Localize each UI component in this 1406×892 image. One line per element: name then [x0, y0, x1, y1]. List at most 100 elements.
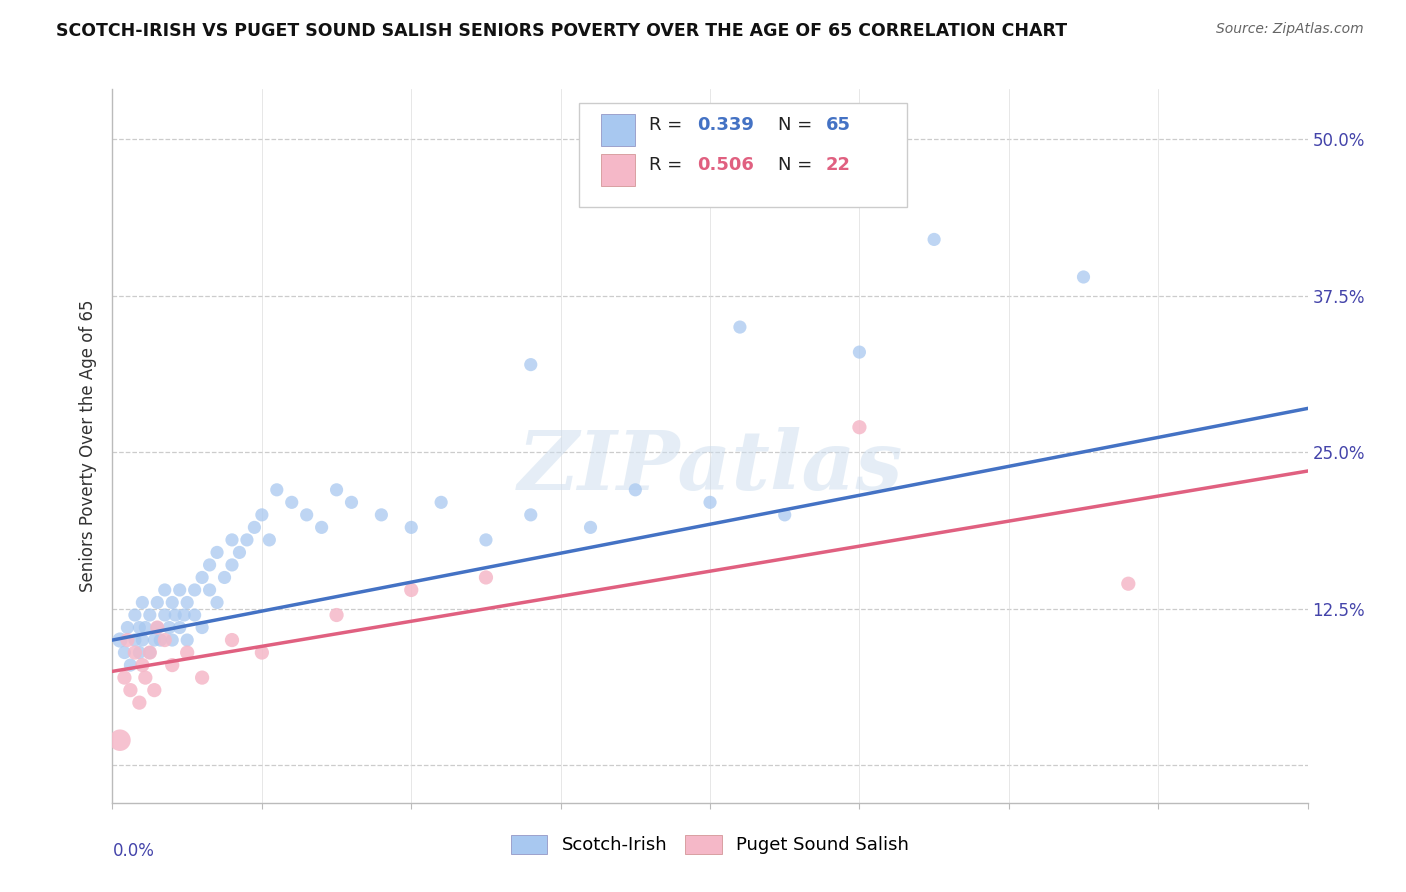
Point [370, 508, 392, 522]
Point [250, 508, 273, 522]
Point [128, 696, 150, 710]
Point [165, 607, 187, 622]
Point [848, 420, 870, 434]
Point [295, 508, 318, 522]
Point [205, 545, 228, 559]
Point [139, 646, 162, 660]
Point [128, 646, 150, 660]
Point [124, 633, 146, 648]
Point [520, 508, 543, 522]
Point [401, 582, 423, 597]
Point [108, 633, 131, 648]
Point [176, 595, 198, 609]
Point [134, 621, 156, 635]
Point [124, 607, 146, 622]
Point [131, 633, 153, 648]
Point [191, 570, 214, 584]
Text: R =: R = [650, 116, 688, 134]
Point [848, 345, 870, 359]
Point [430, 495, 453, 509]
Point [221, 633, 243, 648]
Point [250, 646, 273, 660]
Point [134, 671, 156, 685]
Point [176, 646, 198, 660]
Legend: Scotch-Irish, Puget Sound Salish: Scotch-Irish, Puget Sound Salish [503, 828, 917, 862]
Point [1073, 270, 1095, 285]
Point [131, 595, 153, 609]
Point [153, 607, 176, 622]
Point [183, 607, 205, 622]
Point [169, 621, 191, 635]
Point [475, 570, 498, 584]
Text: 0.339: 0.339 [697, 116, 754, 134]
Point [146, 595, 169, 609]
Point [173, 607, 195, 622]
Point [153, 582, 176, 597]
Point [117, 621, 139, 635]
Point [281, 495, 304, 509]
Point [128, 621, 150, 635]
Point [579, 520, 602, 534]
Point [311, 520, 333, 534]
Point [340, 495, 363, 509]
Point [146, 621, 169, 635]
Point [162, 658, 183, 673]
Text: 0.506: 0.506 [697, 155, 754, 174]
Text: SCOTCH-IRISH VS PUGET SOUND SALISH SENIORS POVERTY OVER THE AGE OF 65 CORRELATIO: SCOTCH-IRISH VS PUGET SOUND SALISH SENIO… [56, 22, 1067, 40]
Point [475, 533, 498, 547]
Point [108, 733, 131, 747]
Point [143, 683, 166, 698]
Point [259, 533, 281, 547]
FancyBboxPatch shape [602, 154, 634, 186]
Text: N =: N = [778, 116, 818, 134]
Point [520, 358, 543, 372]
Point [139, 646, 162, 660]
Point [131, 658, 153, 673]
Point [221, 533, 243, 547]
Point [176, 633, 198, 648]
Text: 0.0%: 0.0% [112, 842, 155, 860]
Point [139, 607, 162, 622]
FancyBboxPatch shape [602, 114, 634, 145]
Point [143, 633, 166, 648]
Point [243, 520, 266, 534]
Text: Source: ZipAtlas.com: Source: ZipAtlas.com [1216, 22, 1364, 37]
Point [699, 495, 721, 509]
Point [221, 558, 243, 572]
Point [120, 683, 142, 698]
Point [153, 633, 176, 648]
Point [117, 633, 139, 648]
Point [120, 658, 142, 673]
Point [401, 520, 423, 534]
Point [124, 646, 146, 660]
Text: 65: 65 [825, 116, 851, 134]
Point [162, 595, 183, 609]
Point [205, 595, 228, 609]
Point [191, 621, 214, 635]
Point [198, 582, 221, 597]
Point [236, 533, 259, 547]
Y-axis label: Seniors Poverty Over the Age of 65: Seniors Poverty Over the Age of 65 [79, 300, 97, 592]
Point [146, 621, 169, 635]
Text: R =: R = [650, 155, 688, 174]
Text: N =: N = [778, 155, 818, 174]
Point [228, 545, 250, 559]
Point [149, 633, 172, 648]
Point [114, 671, 135, 685]
Point [818, 145, 841, 159]
Point [728, 320, 751, 334]
Point [624, 483, 647, 497]
Point [325, 607, 347, 622]
FancyBboxPatch shape [579, 103, 907, 207]
Point [198, 558, 221, 572]
Point [325, 483, 347, 497]
Point [773, 508, 796, 522]
Point [114, 646, 135, 660]
Point [214, 570, 236, 584]
Point [1118, 576, 1140, 591]
Point [162, 633, 183, 648]
Text: 22: 22 [825, 155, 851, 174]
Point [922, 232, 945, 246]
Point [266, 483, 288, 497]
Text: ZIPatlas: ZIPatlas [517, 427, 903, 508]
